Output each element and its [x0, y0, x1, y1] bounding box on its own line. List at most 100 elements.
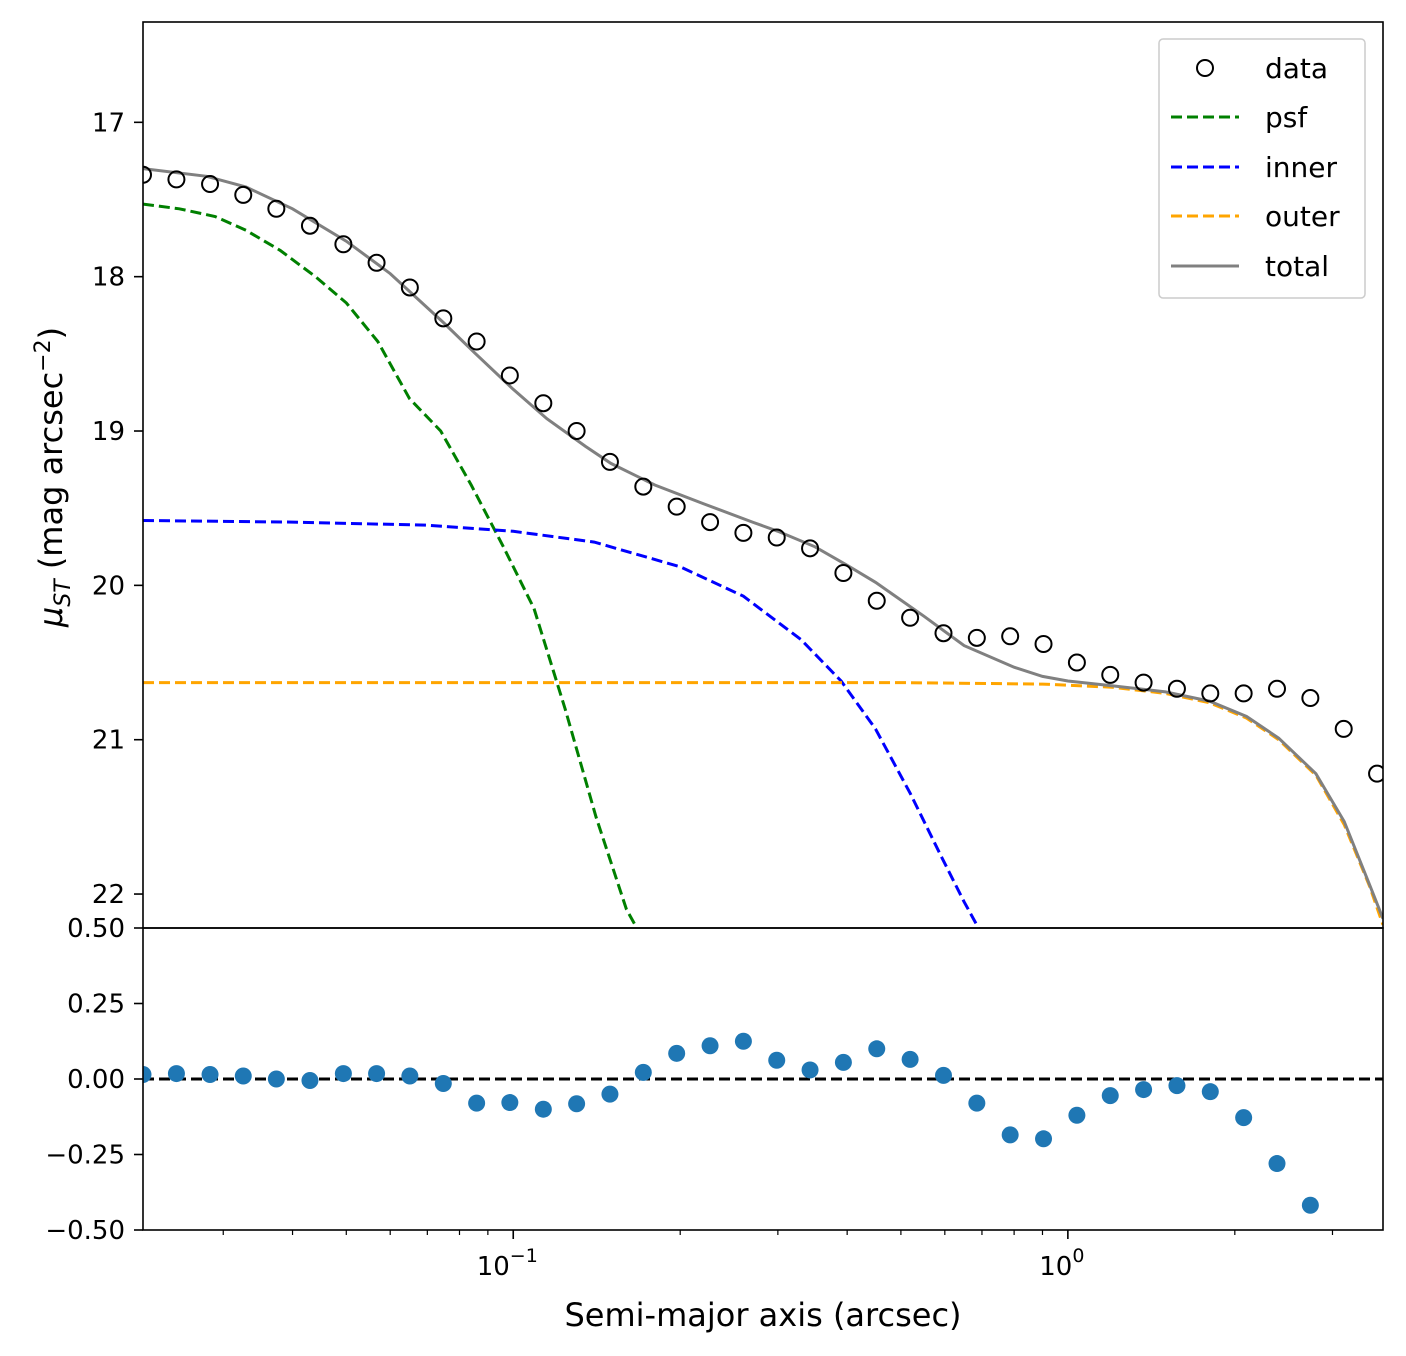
residual-point	[901, 1050, 919, 1068]
data-point	[634, 477, 653, 496]
data-point	[1134, 673, 1153, 692]
data-point	[143, 165, 152, 184]
residual-point	[934, 1066, 952, 1084]
profile-y-tick-label: 17	[92, 108, 125, 138]
data-point	[234, 185, 253, 204]
residual-point	[834, 1053, 852, 1071]
data-point	[901, 608, 920, 627]
residual-point	[701, 1037, 719, 1055]
legend-label-psf: psf	[1265, 101, 1308, 134]
residual-y-tick-label: −0.25	[45, 1141, 125, 1171]
profile-y-tick-label: 19	[92, 417, 125, 447]
legend-box	[1158, 38, 1366, 299]
data-point	[667, 497, 686, 516]
data-point	[201, 175, 220, 194]
residual-point	[1001, 1126, 1019, 1144]
data-point	[1067, 653, 1086, 672]
residual-point	[501, 1094, 519, 1112]
residual-plot-area	[143, 1032, 1383, 1214]
profile-y-tick-label: 20	[92, 571, 125, 601]
profile-y-ticks: 17 18 19 20 21 22	[92, 108, 143, 910]
residual-point	[1101, 1087, 1119, 1105]
data-point	[1301, 689, 1320, 708]
ylabel-superscript: −2	[31, 339, 56, 371]
residual-point	[601, 1085, 619, 1103]
profile-panel: 17 18 19 20 21 22 μST (mag arcsec−2) data psf…	[31, 21, 1384, 929]
residual-point	[1301, 1196, 1319, 1214]
residual-point	[1135, 1081, 1153, 1099]
data-point	[167, 170, 186, 189]
residual-point	[668, 1044, 686, 1062]
data-point	[801, 539, 820, 558]
profile-y-tick-label: 22	[92, 880, 125, 910]
residual-point	[1268, 1155, 1286, 1173]
residual-y-tick-label: 0.50	[67, 914, 125, 944]
data-point	[534, 394, 553, 413]
data-point	[767, 528, 786, 547]
data-point	[1368, 764, 1383, 783]
residual-point	[143, 1065, 152, 1083]
residual-point	[1035, 1130, 1053, 1148]
ylabel-text: (mag arcsec	[32, 372, 70, 580]
x-tick-label: 10−1	[477, 1245, 538, 1282]
legend-label-inner: inner	[1265, 151, 1337, 184]
data-point	[867, 591, 886, 610]
residual-point	[634, 1063, 652, 1081]
residual-point	[1068, 1106, 1086, 1124]
ylabel-close: )	[32, 327, 70, 339]
data-point	[367, 253, 386, 272]
data-point	[834, 564, 853, 583]
residual-point	[434, 1075, 452, 1093]
residual-point	[768, 1051, 786, 1069]
data-point	[400, 278, 419, 297]
residual-point	[267, 1070, 285, 1088]
data-point	[1001, 627, 1020, 646]
residual-point	[1168, 1077, 1186, 1095]
residual-point	[368, 1065, 386, 1083]
data-point	[300, 216, 319, 235]
legend-label-outer: outer	[1265, 200, 1340, 233]
residual-point	[968, 1094, 986, 1112]
data-point	[500, 366, 519, 385]
data-point	[701, 513, 720, 532]
residual-point	[1235, 1109, 1253, 1127]
data-point	[1201, 684, 1220, 703]
data-point	[1167, 679, 1186, 698]
residual-point	[468, 1094, 486, 1112]
data-point	[434, 309, 453, 328]
series-line-psf	[143, 202, 639, 928]
residual-point	[167, 1065, 185, 1083]
series-line-inner	[143, 519, 980, 928]
residual-point	[534, 1100, 552, 1118]
residual-point	[301, 1072, 319, 1090]
residual-y-tick-label: 0.25	[67, 990, 125, 1020]
profile-y-tick-label: 21	[92, 726, 125, 756]
data-point	[1268, 679, 1287, 698]
profile-plot-area	[143, 165, 1383, 928]
residual-point	[568, 1095, 586, 1113]
data-point	[967, 628, 986, 647]
ylabel-mu: μ	[32, 607, 70, 628]
residual-point	[868, 1040, 886, 1058]
residual-y-ticks: −0.50 −0.25 0.00 0.25 0.50	[45, 914, 143, 1246]
x-axis-label: Semi-major axis (arcsec)	[564, 1296, 961, 1334]
data-point	[734, 523, 753, 542]
legend-label-total: total	[1265, 250, 1329, 283]
data-point	[934, 624, 953, 643]
residual-point	[1201, 1083, 1219, 1101]
series-line-total	[143, 167, 1383, 920]
legend-label-data: data	[1265, 52, 1328, 85]
residual-point	[334, 1065, 352, 1083]
series-data	[143, 165, 1383, 783]
profile-y-tick-label: 18	[92, 263, 125, 293]
ylabel-subscript: ST	[51, 578, 76, 607]
data-point	[600, 452, 619, 471]
data-point	[1234, 684, 1253, 703]
legend: data psf inner outer total	[1158, 38, 1366, 299]
residual-panel: −0.50 −0.25 0.00 0.25 0.50 10−1 100 Semi-majo…	[45, 914, 1384, 1334]
residual-point	[234, 1067, 252, 1085]
data-point	[334, 235, 353, 254]
x-tick-label: 100	[1039, 1245, 1084, 1282]
profile-y-axis-label: μST (mag arcsec−2)	[31, 327, 76, 628]
